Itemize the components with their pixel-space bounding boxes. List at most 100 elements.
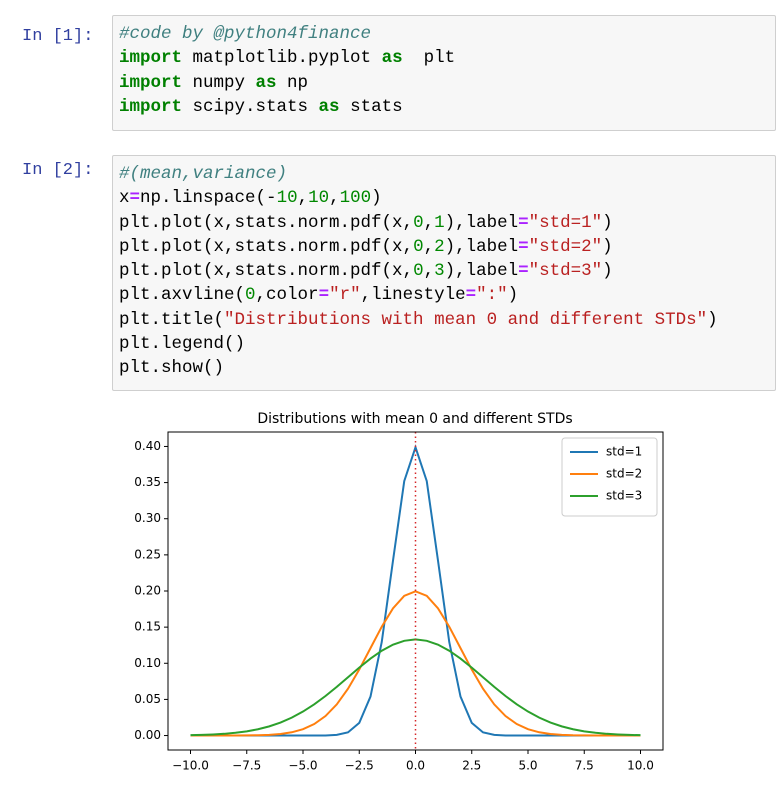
code-cell: In [1]: #code by @python4finance import m…	[0, 15, 776, 131]
code-token: 1	[434, 212, 445, 233]
code-line: plt.plot(x,stats.norm.pdf(x,0,1),label="…	[119, 211, 769, 235]
code-line: plt.plot(x,stats.norm.pdf(x,0,3),label="…	[119, 259, 769, 283]
code-token: plt.plot(x,stats.norm.pdf(x,	[119, 212, 414, 233]
code-token: 0	[413, 261, 424, 282]
code-token: plt.plot(x,stats.norm.pdf(x,	[119, 261, 414, 282]
code-token: =	[518, 236, 529, 257]
code-token: "std=1"	[528, 212, 603, 233]
code-line: #code by @python4finance	[119, 22, 769, 46]
code-token: plt.axvline(	[119, 285, 246, 306]
code-token: x	[119, 188, 130, 209]
x-tick-label: 7.5	[575, 759, 594, 773]
code-token: 0	[413, 212, 424, 233]
code-token: 0	[413, 236, 424, 257]
chart: Distributions with mean 0 and different …	[134, 411, 664, 773]
code-token: "std=3"	[528, 261, 603, 282]
code-token: as	[318, 96, 340, 117]
code-token: "std=2"	[528, 236, 603, 257]
code-line: import scipy.stats as stats	[119, 95, 769, 119]
code-token: #code by @python4finance	[119, 24, 372, 44]
code-token: )	[507, 285, 519, 306]
code-token: stats	[339, 96, 403, 117]
code-token: matplotlib.pyplot	[182, 48, 382, 69]
y-tick-label: 0.40	[134, 439, 161, 453]
legend-label: std=1	[606, 445, 642, 459]
code-token: )	[602, 212, 613, 233]
code-token: import	[119, 72, 183, 93]
y-tick-label: 0.05	[134, 692, 161, 706]
x-tick-label: 10.0	[627, 759, 654, 773]
y-tick-label: 0.30	[134, 511, 161, 525]
y-tick-label: 0.35	[134, 475, 161, 489]
code-input[interactable]: #(mean,variance) x=np.linspace(-10,10,100…	[112, 155, 776, 391]
code-token: plt.show()	[119, 358, 225, 379]
code-token: )	[602, 236, 613, 257]
code-token: np	[276, 72, 309, 93]
code-token: import	[119, 48, 183, 69]
code-line: #(mean,variance)	[119, 162, 769, 186]
code-line: plt.axvline(0,color="r",linestyle=":")	[119, 283, 769, 307]
code-line: import numpy as np	[119, 71, 769, 95]
code-token: 100	[339, 188, 372, 209]
code-token: as	[381, 48, 403, 69]
code-cell: In [2]: #(mean,variance) x=np.linspace(-1…	[0, 155, 776, 391]
x-tick-label: −7.5	[232, 759, 261, 773]
code-token: =	[518, 212, 529, 233]
code-token: ,	[423, 261, 435, 282]
code-token: np.linspace(-	[140, 188, 277, 209]
code-line: import matplotlib.pyplot as plt	[119, 46, 769, 70]
code-token: 0	[245, 285, 256, 306]
legend-label: std=2	[606, 467, 642, 481]
code-token: plt.plot(x,stats.norm.pdf(x,	[119, 236, 414, 257]
code-token: as	[255, 72, 277, 93]
code-token: plt.legend()	[119, 334, 246, 355]
code-line: x=np.linspace(-10,10,100)	[119, 186, 769, 210]
code-token: scipy.stats	[182, 96, 319, 117]
code-token: )	[707, 309, 718, 330]
code-token: ,linestyle	[360, 285, 466, 306]
prompt: In [1]:	[22, 27, 94, 46]
x-tick-label: 0.0	[406, 759, 425, 773]
code-token: ,	[423, 236, 435, 257]
code-token: "r"	[329, 285, 361, 306]
x-tick-label: 2.5	[462, 759, 481, 773]
y-tick-label: 0.25	[134, 547, 161, 561]
x-tick-label: −10.0	[172, 759, 209, 773]
code-token: 10	[276, 188, 298, 209]
plot-frame	[167, 431, 664, 751]
code-token: ),label	[444, 261, 519, 282]
y-tick-label: 0.00	[134, 728, 161, 742]
code-line: plt.legend()	[119, 332, 769, 356]
code-token: )	[602, 261, 613, 282]
y-tick-label: 0.10	[134, 656, 161, 670]
code-token: #(mean,variance)	[119, 164, 288, 184]
code-line: plt.title("Distributions with mean 0 and…	[119, 308, 769, 332]
code-token: 10	[308, 188, 330, 209]
code-line: plt.show()	[119, 356, 769, 380]
y-tick-label: 0.15	[134, 620, 161, 634]
code-token: =	[318, 285, 330, 306]
chart-title: Distributions with mean 0 and different …	[257, 411, 572, 427]
code-token: ),label	[444, 236, 519, 257]
code-token: 3	[434, 261, 445, 282]
code-token: =	[518, 261, 529, 282]
code-token: numpy	[182, 72, 256, 93]
code-token: ,	[329, 188, 340, 209]
code-token: import	[119, 96, 183, 117]
code-token: =	[465, 285, 477, 306]
code-token: 2	[434, 236, 445, 257]
code-token: ,color	[255, 285, 319, 306]
prompt: In [2]:	[22, 161, 94, 180]
code-token: "Distributions with mean 0 and different…	[224, 309, 708, 330]
code-token: =	[129, 188, 141, 209]
code-line: plt.plot(x,stats.norm.pdf(x,0,2),label="…	[119, 235, 769, 259]
code-token: plt.title(	[119, 309, 225, 330]
code-token: ,	[297, 188, 309, 209]
x-tick-label: −2.5	[345, 759, 374, 773]
code-input[interactable]: #code by @python4finance import matplotli…	[112, 15, 776, 131]
x-tick-label: −5.0	[288, 759, 317, 773]
code-token: plt	[402, 48, 456, 69]
code-token: ":"	[476, 285, 508, 306]
code-token: ,	[423, 212, 435, 233]
